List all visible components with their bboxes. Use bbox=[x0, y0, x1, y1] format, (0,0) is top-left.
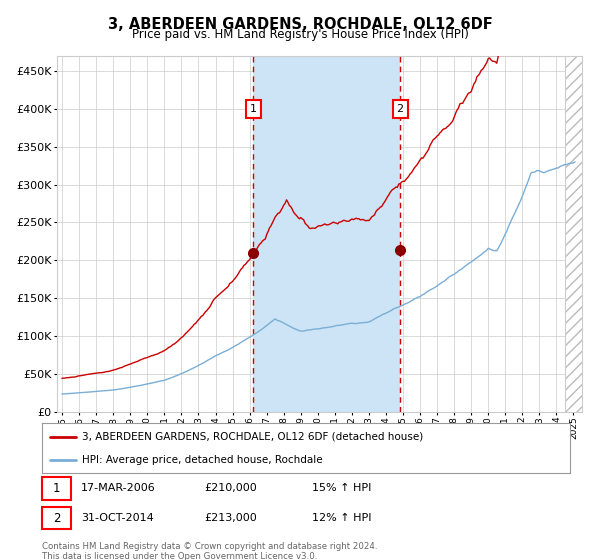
Text: 2: 2 bbox=[53, 511, 60, 525]
Text: Price paid vs. HM Land Registry's House Price Index (HPI): Price paid vs. HM Land Registry's House … bbox=[131, 28, 469, 41]
Bar bbox=[565, 56, 599, 412]
Text: 3, ABERDEEN GARDENS, ROCHDALE, OL12 6DF: 3, ABERDEEN GARDENS, ROCHDALE, OL12 6DF bbox=[107, 17, 493, 32]
Bar bbox=[253, 56, 400, 412]
Text: £213,000: £213,000 bbox=[204, 513, 257, 523]
Text: HPI: Average price, detached house, Rochdale: HPI: Average price, detached house, Roch… bbox=[82, 455, 322, 465]
Text: 31-OCT-2014: 31-OCT-2014 bbox=[81, 513, 154, 523]
Text: 3, ABERDEEN GARDENS, ROCHDALE, OL12 6DF (detached house): 3, ABERDEEN GARDENS, ROCHDALE, OL12 6DF … bbox=[82, 432, 423, 442]
Text: 15% ↑ HPI: 15% ↑ HPI bbox=[312, 483, 371, 493]
Text: 1: 1 bbox=[250, 104, 257, 114]
Text: 12% ↑ HPI: 12% ↑ HPI bbox=[312, 513, 371, 523]
Text: 2: 2 bbox=[397, 104, 404, 114]
Text: 1: 1 bbox=[53, 482, 60, 495]
Text: Contains HM Land Registry data © Crown copyright and database right 2024.
This d: Contains HM Land Registry data © Crown c… bbox=[42, 542, 377, 560]
Text: £210,000: £210,000 bbox=[204, 483, 257, 493]
Text: 17-MAR-2006: 17-MAR-2006 bbox=[81, 483, 156, 493]
